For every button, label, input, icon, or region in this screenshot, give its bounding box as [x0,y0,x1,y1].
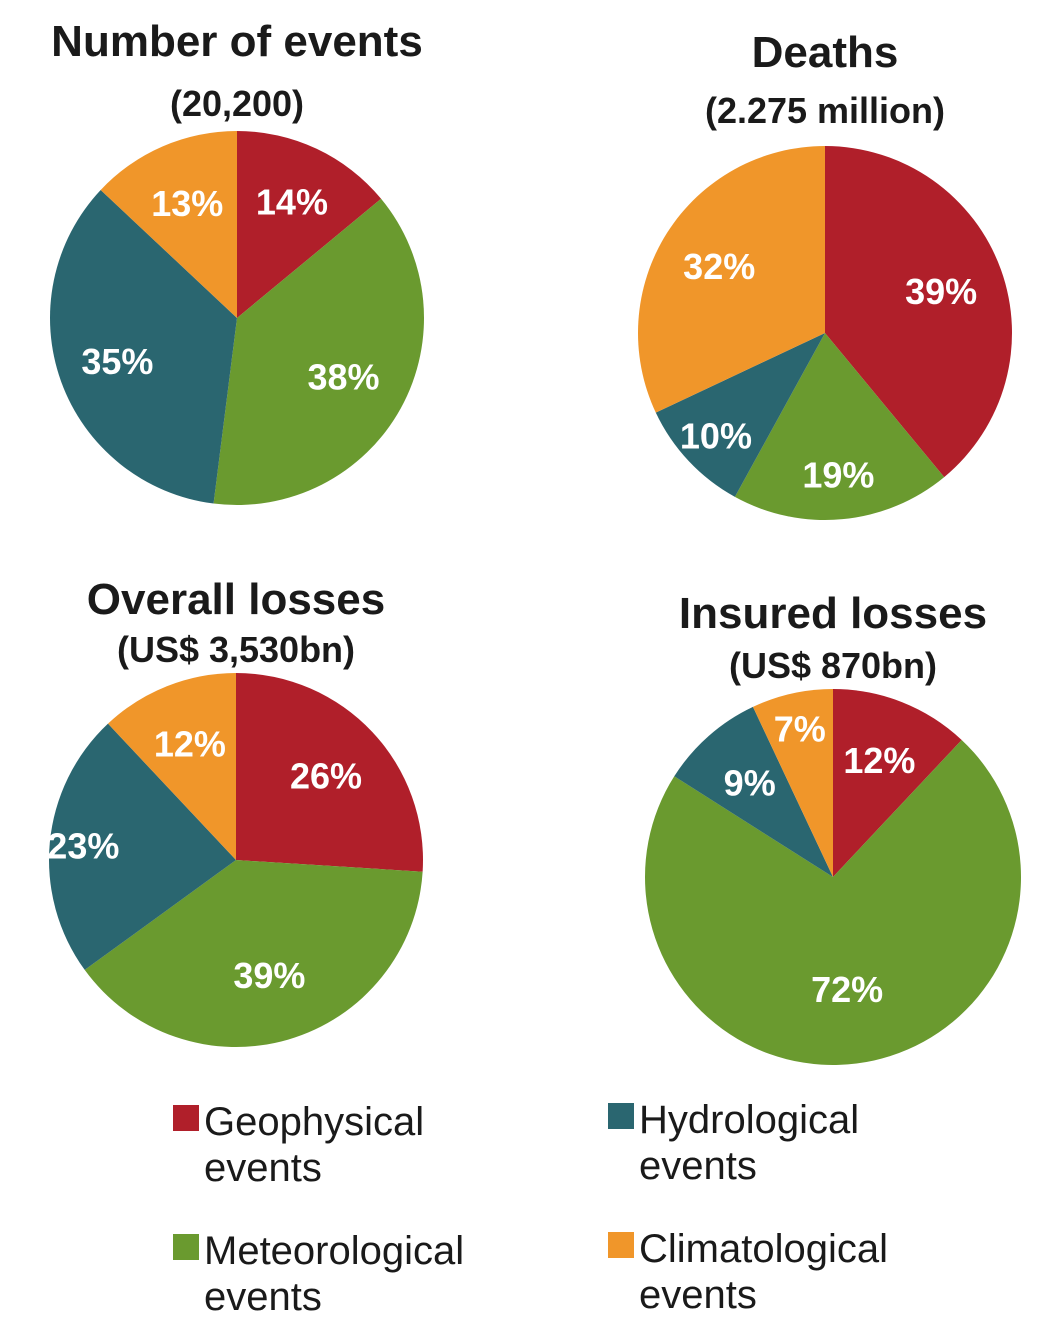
legend-label: Hydrological [639,1098,859,1142]
pie-slice-hydrological-events [49,723,236,970]
chart-title: Overall losses [87,575,385,624]
slice-label-climatological-events: 13% [151,183,223,224]
slice-label-climatological-events: 32% [683,246,755,287]
pie-slice-geophysical-events [825,146,1013,478]
slice-label-geophysical-events: 26% [290,756,362,797]
slice-label-geophysical-events: 39% [905,271,977,312]
pie-slice-meteorological-events [734,333,945,520]
legend-label: events [639,1273,757,1317]
chart-title: Insured losses [679,589,987,638]
legend-label: Climatological [639,1227,888,1271]
legend-label: events [204,1146,322,1190]
pie-slice-climatological-events [752,689,833,877]
pie-slice-climatological-events [107,673,237,860]
pie-slice-geophysical-events [236,673,423,872]
chart-subtitle: (US$ 3,530bn) [117,629,355,670]
pie-chart-overall-losses: Overall losses (US$ 3,530bn) 26% 39% 23% 12% [47,575,423,1047]
pie-slice-hydrological-events [655,333,825,497]
slice-label-climatological-events: 7% [774,708,826,749]
chart-subtitle: (20,200) [170,83,304,124]
slice-label-hydrological-events: 9% [724,763,776,804]
slice-label-climatological-events: 12% [154,724,226,765]
pie-slice-climatological-events [637,146,825,413]
slice-label-geophysical-events: 12% [843,740,915,781]
pie-chart-deaths: Deaths (2.275 million) 39% 19% 10% 32% [637,28,1013,520]
slice-label-geophysical-events: 14% [256,181,328,222]
legend: GeophysicaleventsHydrologicaleventsMeteo… [173,1098,888,1319]
slice-label-meteorological-events: 72% [811,969,883,1010]
pie-slice-climatological-events [100,131,238,318]
pie-slice-meteorological-events [644,739,1021,1066]
legend-swatch-meteorological [173,1234,199,1260]
legend-label: events [204,1275,322,1319]
chart-subtitle: (2.275 million) [705,90,945,131]
pie-slice-meteorological-events [84,860,423,1047]
slice-label-meteorological-events: 38% [307,357,379,398]
slice-label-meteorological-events: 39% [233,955,305,996]
pie-slice-geophysical-events [237,131,382,318]
pie-slice-geophysical-events [833,689,962,877]
legend-label: Meteorological [204,1229,464,1273]
legend-swatch-climatological [608,1232,634,1258]
pie-slice-hydrological-events [674,706,833,877]
pie-chart-number-of-events: Number of events (20,200) 14% 38% 35% 13% [49,17,425,506]
legend-swatch-hydrological [608,1103,634,1129]
slice-label-hydrological-events: 35% [81,341,153,382]
slice-label-hydrological-events: 23% [47,826,119,867]
legend-label: Geophysical [204,1100,424,1144]
chart-title: Deaths [752,28,899,77]
pie-slice-hydrological-events [49,189,237,504]
legend-swatch-geophysical [173,1105,199,1131]
chart-title: Number of events [51,17,423,66]
legend-label: events [639,1144,757,1188]
chart-subtitle: (US$ 870bn) [729,645,937,686]
pie-chart-insured-losses: Insured losses (US$ 870bn) 12% 72% 9% 7% [644,589,1021,1066]
slice-label-meteorological-events: 19% [802,454,874,495]
slice-label-hydrological-events: 10% [680,415,752,456]
pie-slice-meteorological-events [213,198,425,506]
